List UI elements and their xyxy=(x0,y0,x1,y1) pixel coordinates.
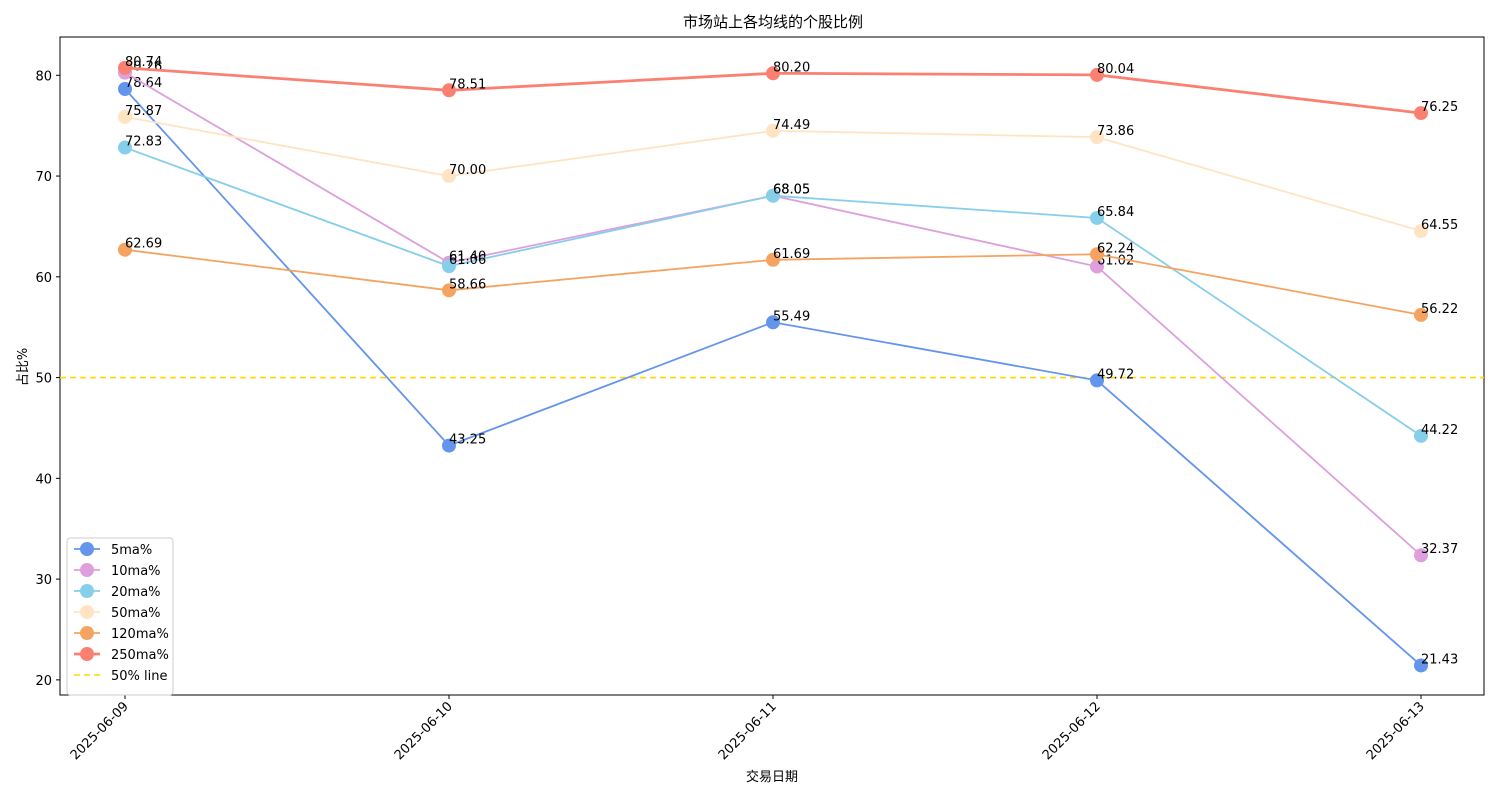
data-label: 64.55 xyxy=(1421,218,1458,233)
data-label: 73.86 xyxy=(1097,124,1134,139)
data-point xyxy=(118,81,132,96)
legend-entry-label: 5ma% xyxy=(111,543,152,558)
data-label: 80.20 xyxy=(773,60,810,75)
data-label: 78.51 xyxy=(449,77,486,92)
data-point xyxy=(1090,210,1104,225)
data-point xyxy=(1090,373,1104,388)
data-point xyxy=(1090,130,1104,145)
data-label: 68.05 xyxy=(773,183,810,198)
legend-entry-label: 20ma% xyxy=(111,585,161,600)
data-label: 76.25 xyxy=(1421,100,1458,115)
x-axis-label: 交易日期 xyxy=(746,769,798,785)
data-point xyxy=(1414,658,1428,673)
data-point xyxy=(766,315,780,330)
data-label: 61.69 xyxy=(773,247,810,262)
legend-entry-label: 120ma% xyxy=(111,627,169,642)
data-point xyxy=(766,123,780,138)
legend: 5ma% 10ma% 20ma% 50ma% 120ma% 250ma% 50% line xyxy=(66,537,174,696)
legend-swatch-marker xyxy=(80,542,94,556)
data-label: 70.00 xyxy=(449,163,486,178)
y-tick-label: 60 xyxy=(35,271,52,286)
data-point xyxy=(1090,247,1104,262)
data-point xyxy=(1090,259,1104,274)
y-tick-label: 50 xyxy=(35,372,52,387)
data-label: 75.87 xyxy=(125,104,162,119)
data-point xyxy=(118,140,132,155)
data-label: 68.05 xyxy=(773,183,810,198)
data-point xyxy=(118,60,132,75)
data-label: 65.84 xyxy=(1097,205,1134,220)
data-point xyxy=(766,252,780,267)
plot-frame xyxy=(59,36,1485,696)
data-label: 74.49 xyxy=(773,118,810,133)
data-point xyxy=(1414,307,1428,322)
data-label: 62.69 xyxy=(125,237,162,252)
data-label: 72.83 xyxy=(125,135,162,150)
data-point xyxy=(1414,223,1428,238)
y-axis-label: 占比% xyxy=(16,348,31,386)
y-tick-label: 40 xyxy=(35,472,52,487)
data-label: 56.22 xyxy=(1421,302,1458,317)
y-tick-label: 30 xyxy=(35,573,52,588)
data-point xyxy=(442,83,456,98)
data-point xyxy=(118,242,132,257)
data-label: 43.25 xyxy=(449,433,486,448)
legend-swatch-marker xyxy=(80,584,94,598)
legend-swatch-marker xyxy=(80,563,94,577)
data-label: 80.04 xyxy=(1097,62,1134,77)
legend-swatch-marker xyxy=(80,605,94,619)
data-label: 62.24 xyxy=(1097,241,1134,256)
data-point xyxy=(1414,428,1428,443)
legend-entry-label: 50ma% xyxy=(111,606,161,621)
data-label: 80.74 xyxy=(125,55,162,70)
data-point xyxy=(1090,67,1104,82)
data-label: 44.22 xyxy=(1421,423,1458,438)
data-label: 61.06 xyxy=(449,253,486,268)
data-label: 61.02 xyxy=(1097,254,1134,269)
legend-entry-label: 10ma% xyxy=(111,564,161,579)
legend-entry-label: 250ma% xyxy=(111,648,169,663)
y-tick-label: 80 xyxy=(35,69,52,84)
chart-title: 市场站上各均线的个股比例 xyxy=(683,13,863,31)
data-point xyxy=(1414,548,1428,563)
y-tick-label: 20 xyxy=(35,674,52,689)
data-point xyxy=(442,283,456,298)
data-point xyxy=(766,188,780,203)
legend-swatch-marker xyxy=(80,626,94,640)
data-label: 55.49 xyxy=(773,309,810,324)
legend-swatch-marker xyxy=(80,647,94,661)
data-point xyxy=(1414,106,1428,121)
data-point xyxy=(442,438,456,453)
data-label: 58.66 xyxy=(449,277,486,292)
legend-entry-label: 50% line xyxy=(111,669,168,684)
data-point xyxy=(118,109,132,124)
data-label: 49.72 xyxy=(1097,367,1134,382)
data-point xyxy=(442,169,456,184)
data-label: 21.43 xyxy=(1421,652,1458,667)
data-point xyxy=(442,259,456,274)
data-label: 32.37 xyxy=(1421,542,1458,557)
y-tick-label: 70 xyxy=(35,170,52,185)
data-point xyxy=(766,66,780,81)
